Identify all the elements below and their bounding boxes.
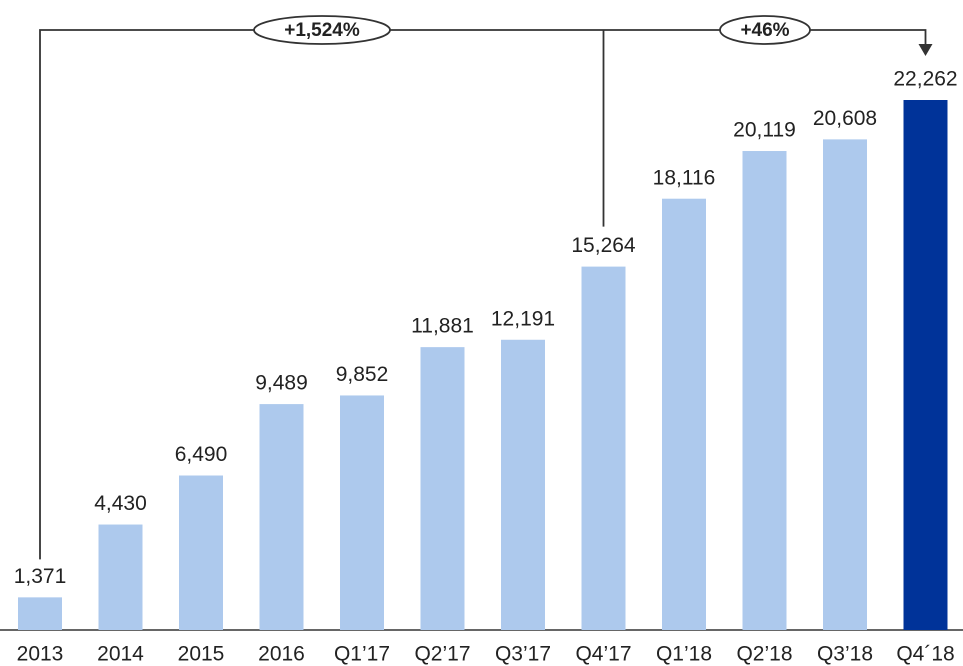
bar: [662, 198, 706, 630]
x-tick-label: Q4’17: [575, 643, 631, 666]
data-label: 1,371: [14, 565, 67, 588]
data-label: 20,119: [733, 119, 796, 142]
data-label: 20,608: [813, 107, 877, 130]
bar: [581, 266, 626, 630]
data-label: 9,852: [336, 363, 389, 386]
bar: [903, 100, 948, 630]
annotation-oval: [253, 15, 391, 45]
data-label: 18,116: [653, 166, 716, 189]
data-label: 4,430: [94, 492, 147, 515]
data-label: 9,489: [255, 372, 308, 395]
x-tick-label: Q4´18: [896, 643, 954, 666]
x-tick-label: 2013: [17, 643, 64, 666]
x-tick-label: Q3’18: [817, 643, 873, 666]
data-label: 12,191: [491, 307, 555, 330]
bar: [98, 524, 143, 630]
annotation-oval: [719, 15, 811, 45]
x-tick-label: Q1’18: [656, 643, 712, 666]
x-tick-label: Q2’17: [414, 643, 470, 666]
bar: [742, 151, 787, 630]
x-tick-label: Q1’17: [334, 643, 390, 666]
bar: [823, 139, 867, 630]
x-tick-label: 2014: [97, 643, 144, 666]
bar: [179, 475, 223, 630]
arrow-head: [918, 44, 933, 56]
bar: [501, 339, 545, 630]
data-label: 6,490: [175, 443, 228, 466]
x-tick-label: Q2’18: [736, 643, 792, 666]
bar: [340, 395, 384, 630]
x-tick-label: 2015: [178, 643, 225, 666]
annotation: +46%: [740, 20, 789, 41]
x-tick-label: 2016: [258, 643, 305, 666]
data-label: 22,262: [893, 68, 957, 91]
bar: [18, 597, 62, 630]
bar: [259, 404, 304, 630]
data-label: 11,881: [411, 315, 474, 338]
data-label: 15,264: [571, 234, 636, 257]
bracket: [39, 29, 927, 560]
annotation: +1,524%: [284, 20, 360, 41]
bar: [420, 347, 465, 630]
x-tick-label: Q3’17: [495, 643, 551, 666]
